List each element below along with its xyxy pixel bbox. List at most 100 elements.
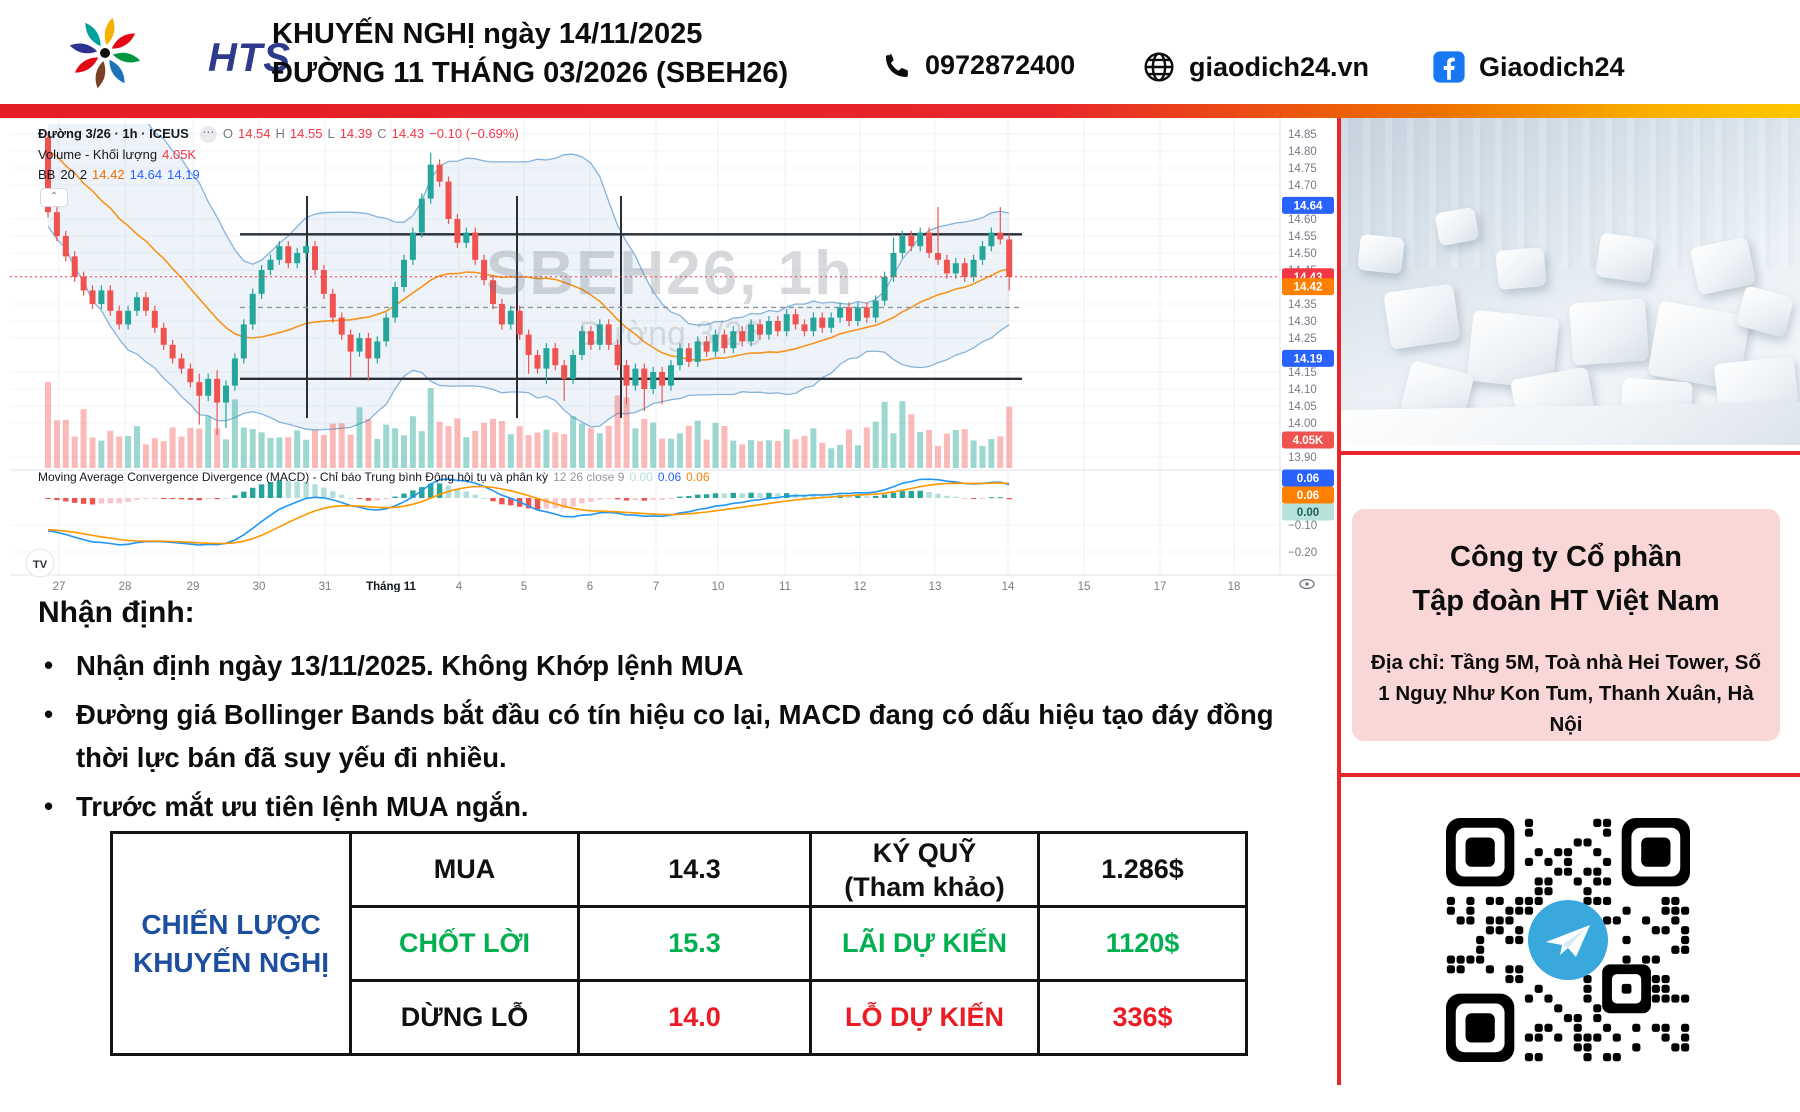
svg-text:10: 10 xyxy=(712,581,725,592)
price-tag: 14.42 xyxy=(1282,278,1334,296)
company-address: Địa chỉ: Tầng 5M, Toà nhà Hei Tower, Số … xyxy=(1371,651,1761,736)
legend-token: 4.05K xyxy=(162,147,197,162)
price-tag: 0.06 xyxy=(1282,469,1334,487)
legend-token: H xyxy=(275,126,285,141)
svg-text:12: 12 xyxy=(854,581,867,592)
svg-text:14.25: 14.25 xyxy=(1288,333,1317,345)
more-menu-icon[interactable]: ⋯ xyxy=(199,126,217,144)
legend-token: 14.43 xyxy=(391,126,425,141)
cell-takeprofit-label: CHỐT LỜI xyxy=(349,905,580,982)
company-name-line1: Công ty Cổ phần xyxy=(1450,541,1682,573)
cell-loss-value: 336$ xyxy=(1037,979,1248,1056)
svg-text:28: 28 xyxy=(119,581,132,592)
tradingview-logo: TV xyxy=(25,548,55,578)
red-vertical-divider xyxy=(1337,118,1341,1085)
analysis-heading: Nhận định: xyxy=(38,596,195,629)
svg-text:13: 13 xyxy=(929,581,942,592)
legend-token: 0.00 xyxy=(629,470,653,484)
legend-token: −0.10 (−0.69%) xyxy=(429,126,519,141)
svg-text:14.75: 14.75 xyxy=(1288,163,1317,175)
svg-text:14: 14 xyxy=(1002,581,1015,592)
svg-text:14.55: 14.55 xyxy=(1288,231,1317,243)
svg-text:29: 29 xyxy=(187,581,200,592)
sugar-cube xyxy=(1357,233,1406,274)
website-url[interactable]: giaodich24.vn xyxy=(1189,51,1370,82)
chart-legend-symbol-row: Đường 3/26 · 1h · ICEUS ⋯ O 14.54 H 14.55 L 14.… xyxy=(38,126,524,144)
legend-token: 20 xyxy=(60,167,75,182)
analysis-section: Nhận định: Nhận định ngày 13/11/2025. Kh… xyxy=(38,596,1300,834)
qr-code[interactable] xyxy=(1446,818,1690,1062)
svg-text:14.85: 14.85 xyxy=(1288,129,1317,141)
company-info-box: Công ty Cổ phần Tập đoàn HT Việt Nam Địa… xyxy=(1352,509,1780,741)
price-chart: 14.8514.8014.7514.7014.6014.5514.5014.45… xyxy=(10,118,1337,592)
svg-text:6: 6 xyxy=(587,581,593,592)
legend-token: L xyxy=(327,126,335,141)
svg-text:14.35: 14.35 xyxy=(1288,299,1317,311)
website-contact[interactable]: giaodich24.vn xyxy=(1142,50,1369,84)
legend-token: 12 26 close 9 xyxy=(553,470,625,484)
page-title: KHUYẾN NGHỊ ngày 14/11/2025 ĐƯỜNG 11 THÁ… xyxy=(272,15,788,93)
sugar-cubes-photo xyxy=(1341,118,1800,445)
legend-token: C xyxy=(377,126,387,141)
hts-logo: HTS xyxy=(60,8,290,96)
phone-icon xyxy=(886,53,908,77)
legend-token: 2 xyxy=(79,167,88,182)
gradient-divider xyxy=(0,104,1800,118)
title-line2: ĐƯỜNG 11 THÁNG 03/2026 (SBEH26) xyxy=(272,57,789,89)
globe-icon xyxy=(1144,52,1174,82)
sugar-pile xyxy=(1341,401,1800,445)
cell-margin-value: 1.286$ xyxy=(1037,831,1248,908)
legend-collapse-button[interactable]: ⌃ xyxy=(40,188,68,207)
bollinger-band-fill xyxy=(48,124,1010,430)
cell-margin-label: KÝ QUỸ (Tham khảo) xyxy=(809,831,1040,908)
sugar-cube xyxy=(1595,232,1655,284)
price-tag: 0.00 xyxy=(1282,503,1334,521)
chart-legend-bb-row: BB 20 2 14.42 14.64 14.19 xyxy=(38,167,205,182)
logo-text: HTS xyxy=(208,36,291,80)
title-line1: KHUYẾN NGHỊ ngày 14/11/2025 xyxy=(272,18,703,50)
legend-token: 14.64 xyxy=(129,167,163,182)
svg-text:15: 15 xyxy=(1078,581,1091,592)
svg-text:14.00: 14.00 xyxy=(1288,418,1317,430)
cell-stoploss-value: 14.0 xyxy=(577,979,812,1056)
svg-text:14.30: 14.30 xyxy=(1288,316,1317,328)
price-tag: 0.06 xyxy=(1282,486,1334,504)
sugar-cube xyxy=(1495,246,1547,291)
phone-contact[interactable]: 0972872400 xyxy=(882,50,1075,81)
svg-text:14.80: 14.80 xyxy=(1288,146,1317,158)
chart-legend-volume-row: Volume - Khối lượng 4.05K xyxy=(38,147,201,162)
legend-token: O xyxy=(222,126,233,141)
svg-text:TV: TV xyxy=(33,559,48,571)
chart-canvas: 14.8514.8014.7514.7014.6014.5514.5014.45… xyxy=(10,118,1337,592)
chart-legend-macd-row: Moving Average Convergence Divergence (M… xyxy=(38,470,715,484)
svg-text:27: 27 xyxy=(53,581,66,592)
svg-text:0.06: 0.06 xyxy=(1297,490,1319,502)
analysis-bullet-3: Trước mắt ưu tiên lệnh MUA ngắn. xyxy=(38,785,1298,828)
svg-text:14.05: 14.05 xyxy=(1288,401,1317,413)
legend-token: BB xyxy=(38,167,56,182)
legend-token: Đường 3/26 · 1h · ICEUS xyxy=(38,126,189,141)
facebook-contact[interactable]: Giaodich24 xyxy=(1432,50,1625,84)
svg-text:7: 7 xyxy=(653,581,659,592)
price-tag: 14.19 xyxy=(1282,349,1334,367)
legend-token: 14.19 xyxy=(167,167,200,182)
phone-number[interactable]: 0972872400 xyxy=(925,50,1076,80)
svg-text:−0.20: −0.20 xyxy=(1288,547,1317,559)
svg-text:14.70: 14.70 xyxy=(1288,180,1317,192)
cell-takeprofit-value: 15.3 xyxy=(577,905,812,982)
header: HTS KHUYẾN NGHỊ ngày 14/11/2025 ĐƯỜNG 11… xyxy=(0,0,1800,104)
cell-loss-label: LỖ DỰ KIẾN xyxy=(809,979,1040,1056)
svg-text:13.90: 13.90 xyxy=(1288,452,1317,464)
svg-text:−0.10: −0.10 xyxy=(1288,520,1317,532)
svg-text:14.50: 14.50 xyxy=(1288,248,1317,260)
legend-token: 14.42 xyxy=(92,167,125,182)
legend-token: 14.54 xyxy=(237,126,271,141)
red-divider-bottom xyxy=(1341,773,1800,777)
facebook-name[interactable]: Giaodich24 xyxy=(1479,51,1625,82)
price-tag: 14.64 xyxy=(1282,196,1334,214)
eye-icon xyxy=(1299,578,1315,590)
legend-token: 0.06 xyxy=(686,470,710,484)
svg-text:Tháng 11: Tháng 11 xyxy=(366,581,416,592)
legend-token: 14.55 xyxy=(289,126,323,141)
